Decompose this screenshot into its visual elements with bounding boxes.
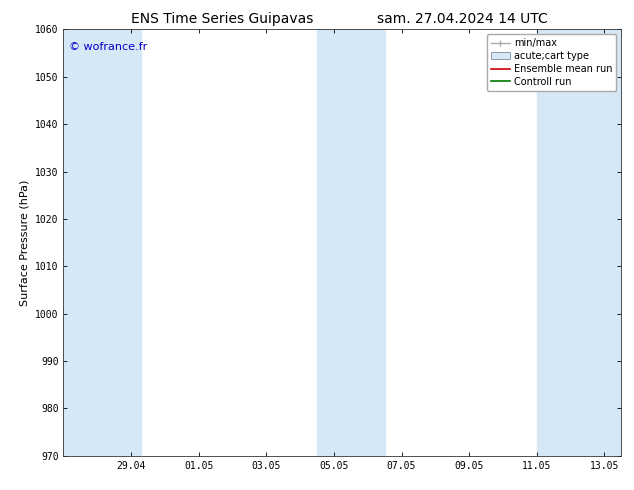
Bar: [63, 29, 141, 456]
Text: ENS Time Series Guipavas: ENS Time Series Guipavas: [131, 12, 313, 26]
Text: © wofrance.fr: © wofrance.fr: [69, 42, 147, 52]
Y-axis label: Surface Pressure (hPa): Surface Pressure (hPa): [20, 179, 30, 306]
Bar: [537, 29, 621, 456]
Text: sam. 27.04.2024 14 UTC: sam. 27.04.2024 14 UTC: [377, 12, 548, 26]
Bar: [317, 29, 385, 456]
Legend: min/max, acute;cart type, Ensemble mean run, Controll run: min/max, acute;cart type, Ensemble mean …: [487, 34, 616, 91]
